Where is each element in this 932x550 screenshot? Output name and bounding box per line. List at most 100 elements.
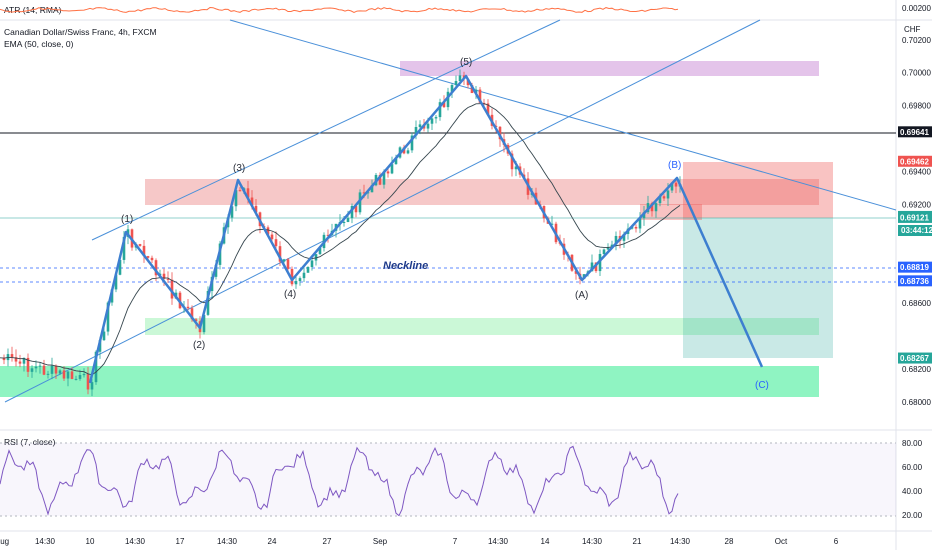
candle-body	[350, 205, 354, 219]
candle-body	[298, 278, 302, 282]
time-tick-label: 7	[453, 537, 458, 546]
candle-body	[270, 234, 274, 240]
price-tag-label: 0.68736	[900, 277, 929, 286]
price-tag-label: 0.69641	[900, 128, 929, 137]
candle-body	[410, 135, 414, 151]
candle-body	[434, 117, 438, 119]
candle-body	[634, 226, 638, 229]
candle-body	[394, 157, 398, 165]
price-tag	[898, 275, 932, 287]
countdown-tag	[898, 225, 932, 236]
time-tick-label: 14:30	[488, 537, 509, 546]
candle-body	[602, 249, 606, 254]
time-tick-label: 28	[725, 537, 734, 546]
candle-body	[426, 123, 430, 129]
price-tag	[898, 126, 932, 138]
candle-body	[450, 85, 454, 92]
candle-body	[62, 370, 66, 379]
candle-body	[294, 281, 298, 285]
candle-body	[674, 182, 678, 187]
currency-label: CHF	[904, 25, 921, 34]
descending-trendline[interactable]	[229, 19, 897, 211]
candle-body	[406, 150, 410, 154]
candle-body	[498, 126, 502, 140]
candle-body	[442, 102, 446, 108]
neckline-label[interactable]: Neckline	[383, 260, 428, 272]
candle-body	[454, 81, 458, 86]
wave-label-2[interactable]: (2)	[193, 340, 205, 351]
resistance-zone[interactable]	[145, 179, 819, 205]
stop-loss-area[interactable]	[683, 162, 833, 218]
support-zone-mid[interactable]	[145, 318, 819, 335]
candle-body	[342, 222, 346, 224]
candle-body	[122, 236, 126, 260]
candle-body	[318, 248, 322, 255]
candle-body	[102, 331, 106, 341]
candle-body	[18, 361, 22, 364]
candle-body	[430, 118, 434, 124]
candle-body	[614, 235, 618, 245]
channel-upper-line[interactable]	[91, 19, 561, 241]
wave-label-3[interactable]: (3)	[233, 163, 245, 174]
candle-body	[606, 247, 610, 250]
candle-body	[162, 273, 166, 279]
candle-body	[114, 274, 118, 290]
candle-body	[590, 262, 594, 272]
candle-body	[78, 375, 82, 379]
candles-group	[2, 69, 682, 397]
symbol-title[interactable]: Canadian Dollar/Swiss Franc, 4h, FXCM	[4, 27, 157, 37]
wave-label-5[interactable]: (5)	[460, 57, 472, 68]
supply-zone-top[interactable]	[400, 61, 819, 76]
candle-body	[206, 291, 210, 315]
candle-body	[418, 124, 422, 128]
candle-body	[214, 264, 218, 277]
candle-body	[386, 171, 390, 174]
support-zone-low[interactable]	[0, 366, 819, 397]
wave-label-b[interactable]: (B)	[668, 160, 681, 171]
price-tick-label: 0.69800	[902, 102, 931, 111]
candle-body	[370, 185, 374, 193]
candle-body	[438, 102, 442, 118]
candle-body	[382, 171, 386, 185]
candle-body	[470, 85, 474, 94]
price-tag-label: 0.69462	[900, 157, 929, 166]
candle-body	[550, 223, 554, 225]
candle-body	[194, 319, 198, 322]
candle-body	[146, 256, 150, 258]
ema-line	[0, 103, 681, 376]
elliott-wave-path[interactable]	[88, 74, 764, 384]
candle-body	[278, 246, 282, 262]
wave-label-a[interactable]: (A)	[575, 290, 588, 301]
candle-body	[598, 253, 602, 272]
price-tick-label: 0.69400	[902, 167, 931, 176]
candle-body	[94, 351, 98, 383]
time-tick-label: 17	[176, 537, 185, 546]
time-tick-label: 14:30	[670, 537, 691, 546]
candle-body	[154, 260, 158, 276]
candle-body	[650, 203, 654, 212]
candle-body	[266, 227, 270, 235]
candle-body	[142, 245, 146, 257]
candle-body	[118, 259, 122, 275]
ema-title[interactable]: EMA (50, close, 0)	[4, 39, 74, 49]
candle-body	[238, 190, 242, 192]
price-tag	[898, 261, 932, 273]
take-profit-area[interactable]	[683, 218, 833, 358]
candle-body	[170, 279, 174, 299]
candle-body	[326, 234, 330, 236]
wave-label-4[interactable]: (4)	[284, 289, 296, 300]
rsi-band	[0, 443, 896, 516]
candle-body	[286, 259, 290, 269]
wave-label-1[interactable]: (1)	[121, 214, 133, 225]
time-tick-label: 14:30	[125, 537, 146, 546]
time-tick-label: 14:30	[35, 537, 56, 546]
channel-lower-line[interactable]	[4, 19, 761, 403]
wave-label-c[interactable]: (C)	[755, 380, 769, 391]
candle-body	[70, 371, 74, 379]
candle-body	[302, 272, 306, 279]
time-tick-label: 14:30	[217, 537, 238, 546]
candle-body	[290, 268, 294, 285]
rsi-title[interactable]: RSI (7, close)	[4, 437, 56, 447]
candle-body	[90, 382, 94, 390]
